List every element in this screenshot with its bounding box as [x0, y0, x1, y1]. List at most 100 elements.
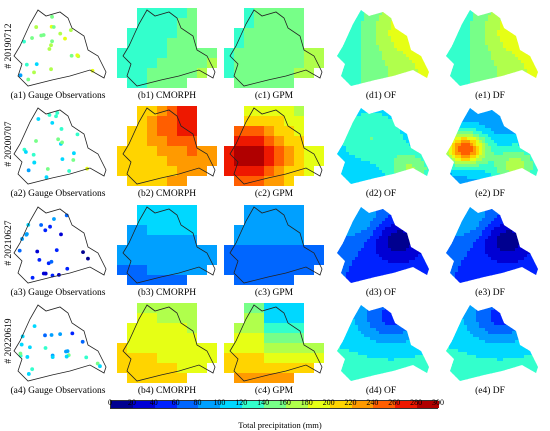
grid-cell	[167, 48, 177, 58]
gauge-point	[19, 342, 24, 347]
gauge-point	[49, 67, 53, 72]
basin-outline	[229, 107, 323, 185]
precipitation-map	[224, 303, 324, 383]
grid-cell	[127, 255, 137, 265]
grid-cell	[244, 48, 254, 58]
colorbar-cell	[264, 401, 287, 408]
grid-cell	[244, 323, 254, 333]
grid-cell	[207, 245, 217, 255]
colorbar-tick-label: 0	[108, 398, 112, 407]
colorbar	[110, 400, 440, 409]
grid-cell	[234, 58, 244, 68]
grid-cell	[254, 106, 264, 116]
grid-cell	[254, 58, 264, 68]
precipitation-map	[224, 106, 324, 186]
grid-cell	[167, 28, 177, 38]
map-panel: (a4) Gauge Observations	[8, 301, 108, 396]
colorbar-tick-label: 300	[432, 398, 444, 407]
grid-cell	[244, 146, 254, 156]
map-panel: (e4) DF	[440, 301, 540, 396]
grid-cell	[304, 156, 314, 166]
grid-cell	[264, 343, 274, 353]
grid-cell	[137, 48, 147, 58]
grid-cell	[177, 68, 187, 78]
grid-cell	[294, 343, 304, 353]
grid-cell	[157, 58, 167, 68]
grid-cell	[187, 146, 197, 156]
grid-cell	[187, 323, 197, 333]
gauge-point	[35, 249, 40, 254]
grid-cell	[157, 323, 167, 333]
gauge-point	[48, 224, 52, 229]
colorbar-tick-label: 200	[322, 398, 335, 407]
gauge-point	[23, 150, 28, 154]
grid-cell	[187, 38, 197, 48]
grid-cell	[207, 343, 217, 353]
gauge-point	[59, 127, 64, 131]
grid-cell	[234, 363, 244, 373]
grid-cell	[254, 166, 264, 176]
grid-cell	[264, 373, 274, 383]
gauge-point	[58, 31, 63, 36]
grid-cell	[147, 333, 157, 343]
gauge-point	[72, 151, 76, 156]
grid-cell	[264, 68, 274, 78]
grid-cell	[187, 116, 197, 126]
grid-cell	[244, 353, 254, 363]
grid-cell	[157, 215, 167, 225]
grid-cell	[294, 28, 304, 38]
grid-cell	[137, 225, 147, 235]
grid-cell	[284, 126, 294, 136]
gauge-point	[64, 349, 68, 354]
grid-cell	[264, 275, 274, 285]
gauge-point	[24, 62, 29, 67]
gauge-point	[70, 331, 75, 336]
precipitation-map	[117, 205, 217, 285]
grid-cell	[284, 275, 294, 285]
panel-caption: (c1) GPM	[254, 91, 294, 101]
grid-cell	[264, 363, 274, 373]
grid-cell	[244, 225, 254, 235]
grid-cell	[117, 363, 127, 373]
grid-cell	[177, 303, 187, 313]
grid-cell	[147, 106, 157, 116]
grid-cell	[234, 48, 244, 58]
grid-cell	[157, 255, 167, 265]
grid-cell	[284, 18, 294, 28]
grid-cell	[264, 38, 274, 48]
gauge-point	[63, 36, 67, 41]
grid-cell	[157, 18, 167, 28]
grid-cell	[284, 245, 294, 255]
grid-cell	[224, 68, 234, 78]
grid-cell	[177, 38, 187, 48]
grid-cell	[264, 265, 274, 275]
grid-cell	[167, 68, 177, 78]
grid-cell	[224, 58, 234, 68]
grid-cell	[147, 18, 157, 28]
panel-caption: (e4) DF	[475, 386, 505, 396]
grid-cell	[177, 235, 187, 245]
grid-cell	[157, 245, 167, 255]
grid-cell	[117, 353, 127, 363]
colorbar-cell	[176, 401, 199, 408]
grid-cell	[157, 176, 167, 186]
map-panel: (e2) DF	[440, 104, 540, 199]
grid-cell	[264, 245, 274, 255]
grid-cell	[254, 303, 264, 313]
grid-cell	[147, 116, 157, 126]
interpolated-field	[446, 108, 538, 184]
gauge-point	[32, 160, 37, 165]
interpolated-field	[337, 10, 429, 86]
grid-cell	[264, 215, 274, 225]
gauge-point	[49, 259, 54, 264]
gauge-point	[75, 53, 80, 58]
grid-cell	[304, 166, 314, 176]
grid-cell	[137, 8, 147, 18]
grid-cell	[167, 215, 177, 225]
grid-cell	[244, 166, 254, 176]
grid-cell	[137, 58, 147, 68]
grid-cell	[137, 333, 147, 343]
grid-cell	[177, 48, 187, 58]
grid-cell	[147, 8, 157, 18]
grid-cell	[157, 235, 167, 245]
